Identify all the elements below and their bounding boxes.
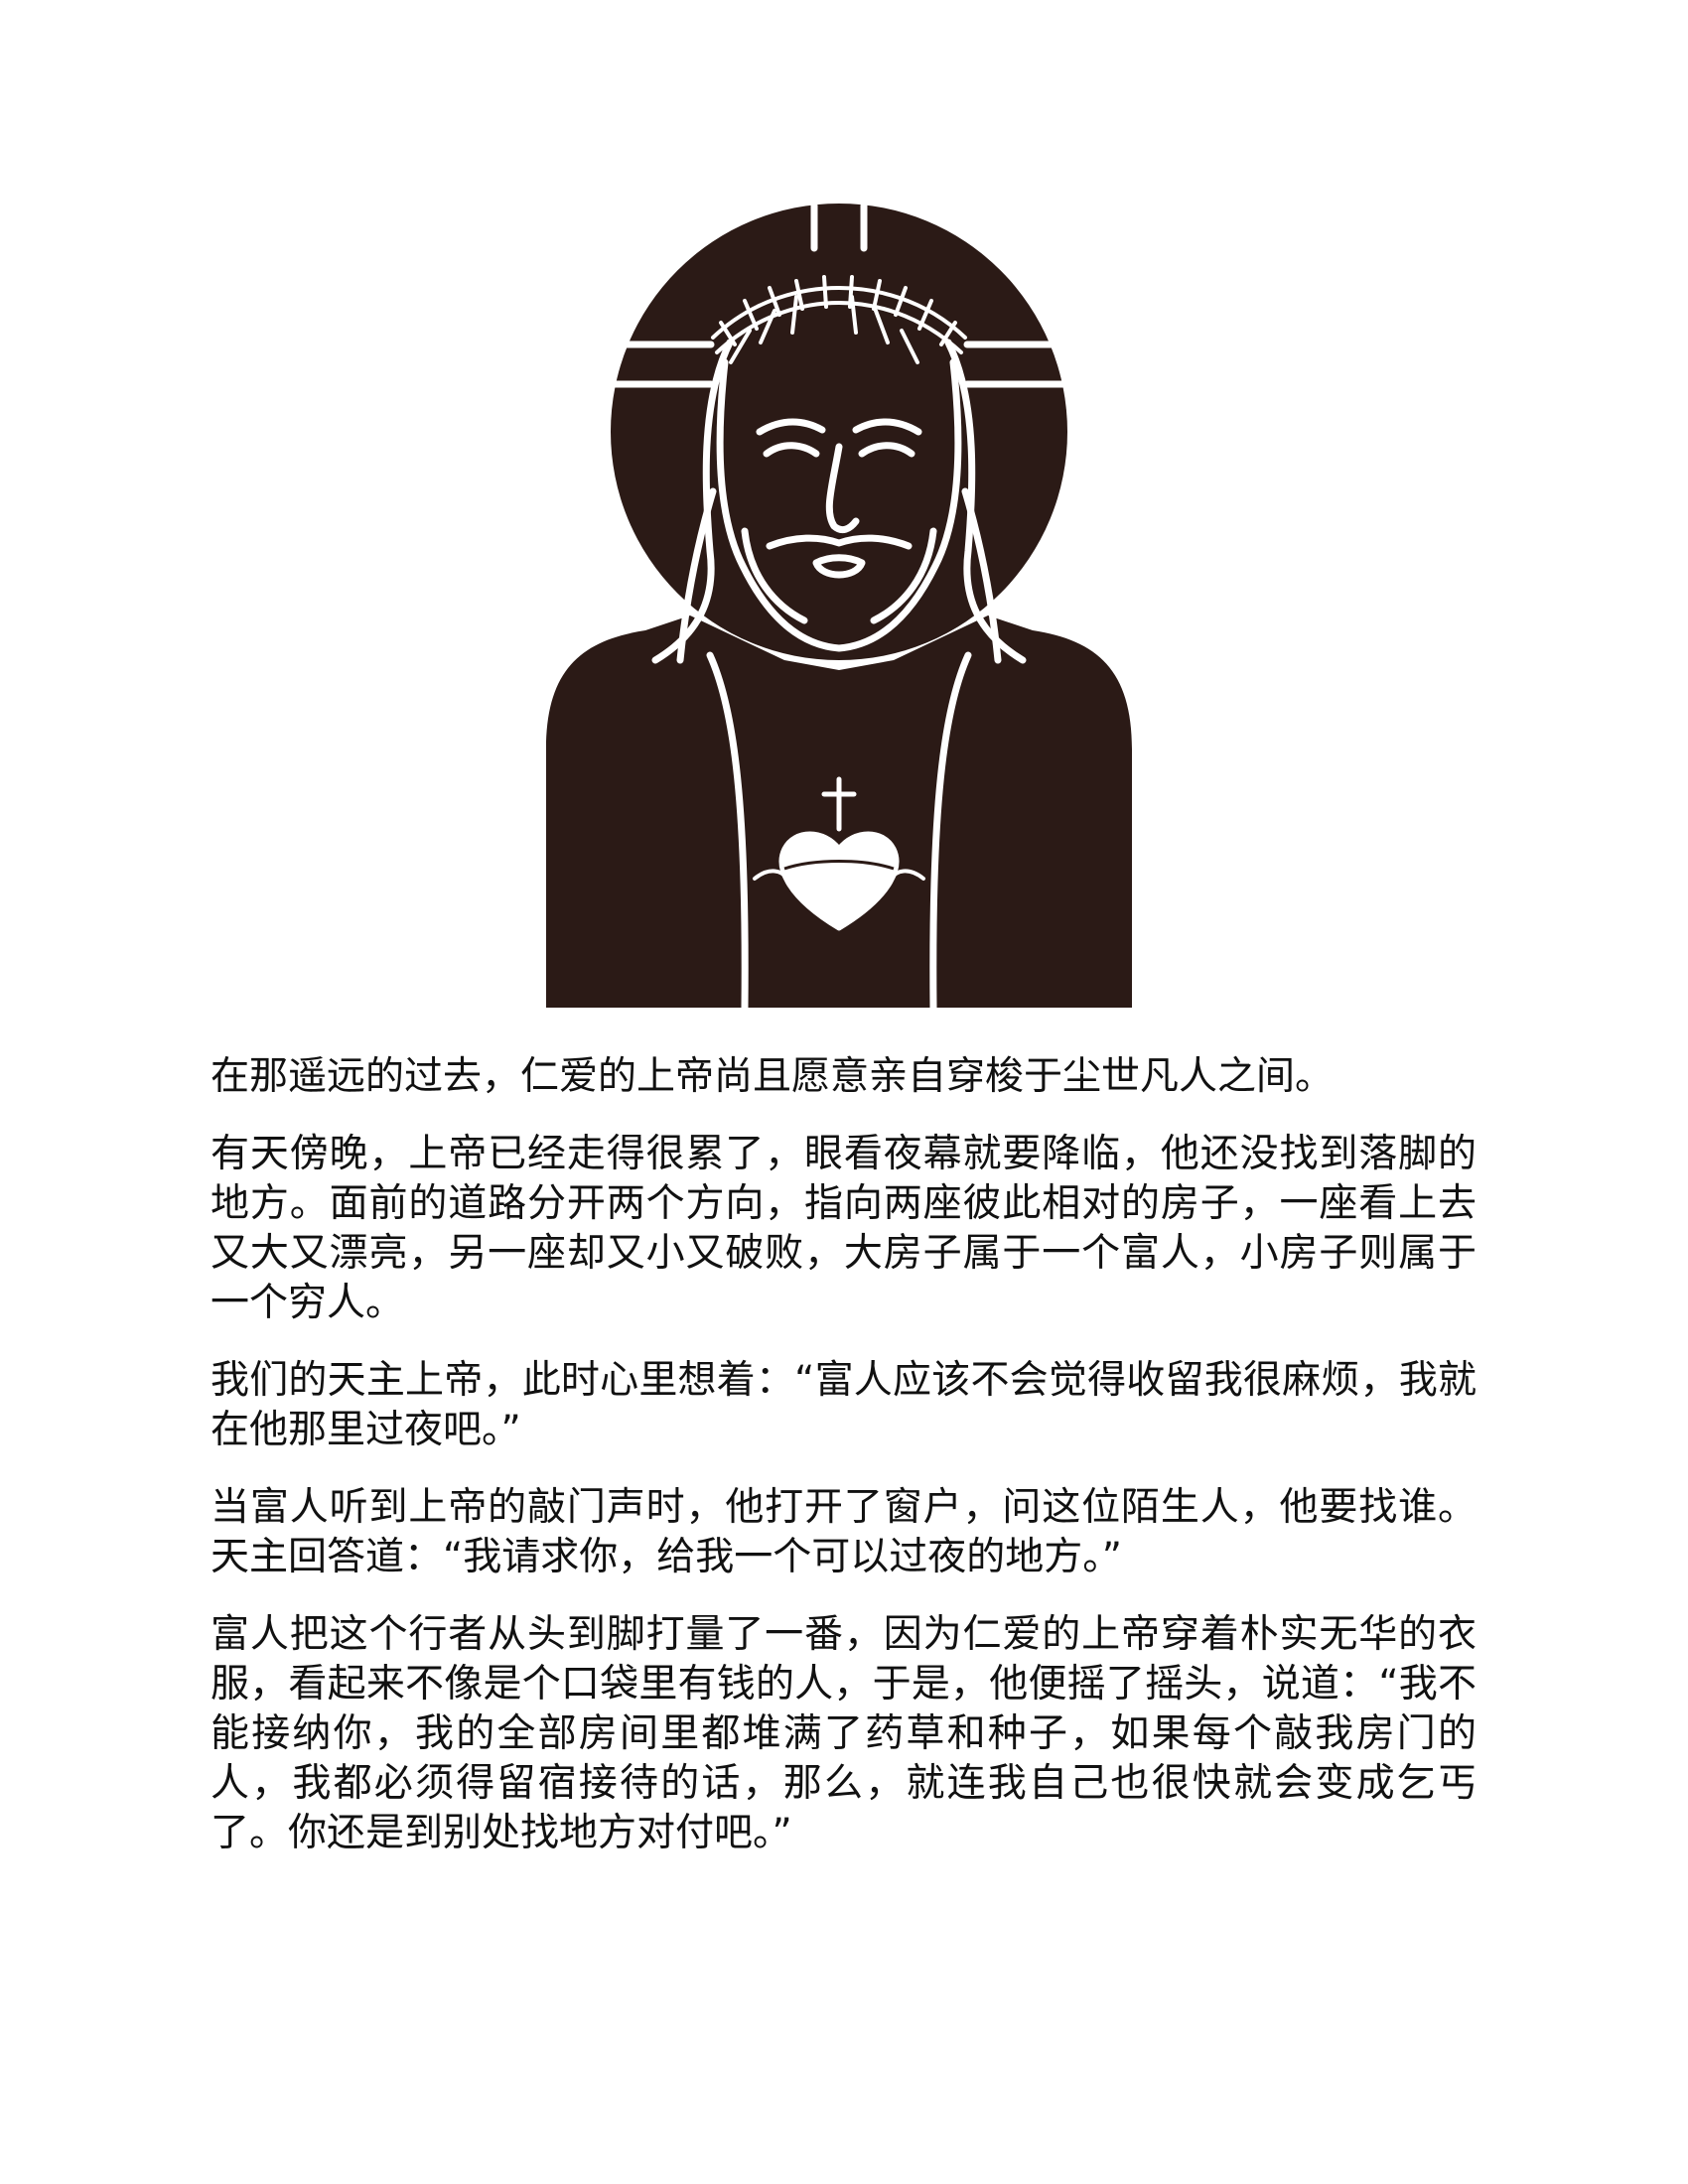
story-paragraph: 有天傍晚，上帝已经走得很累了，眼看夜幕就要降临，他还没找到落脚的地方。面前的道路… [211, 1132, 1477, 1325]
story-paragraph: 在那遥远的过去，仁爱的上帝尚且愿意亲自穿梭于尘世凡人之间。 [211, 1054, 1335, 1099]
story-paragraph: 我们的天主上帝，此时心里想着：“富人应该不会觉得收留我很麻烦，我就在他那里过夜吧… [211, 1358, 1477, 1452]
sacred-heart [778, 776, 900, 931]
story-text: 在那遥远的过去，仁爱的上帝尚且愿意亲自穿梭于尘世凡人之间。 有天傍晚，上帝已经走… [211, 1052, 1477, 1886]
halo-disc [611, 204, 1067, 660]
sacred-heart-icon [546, 202, 1132, 1012]
story-paragraph: 当富人听到上帝的敲门声时，他打开了窗户，问这位陌生人，他要找谁。天主回答道：“我… [211, 1485, 1477, 1579]
story-paragraph: 富人把这个行者从头到脚打量了一番，因为仁爱的上帝穿着朴实无华的衣服，看起来不像是… [211, 1612, 1477, 1855]
jesus-illustration [536, 194, 1142, 1012]
